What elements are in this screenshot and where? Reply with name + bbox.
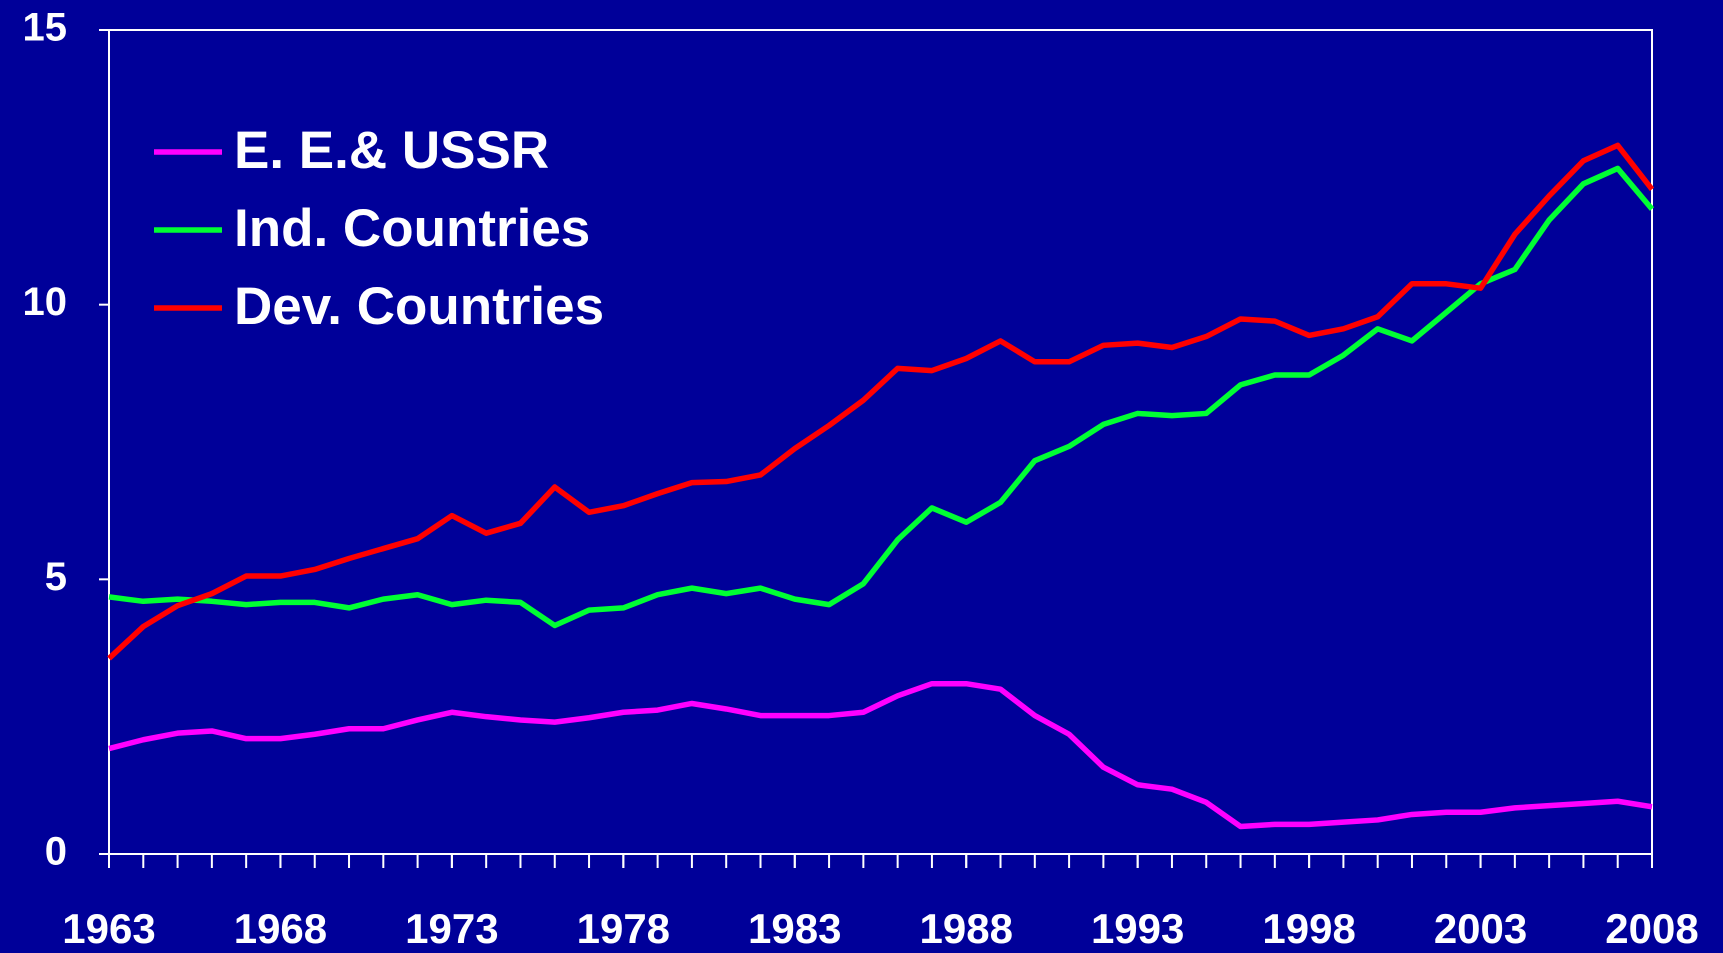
legend-label: Dev. Countries — [234, 277, 604, 336]
y-tick-label: 15 — [23, 6, 68, 50]
x-tick-label: 1973 — [405, 905, 498, 952]
x-tick-label: 1998 — [1262, 905, 1355, 952]
x-tick-label: 2003 — [1434, 905, 1527, 952]
plot-frame — [108, 29, 1653, 855]
x-tick-label: 1983 — [748, 905, 841, 952]
series-line — [108, 680, 1653, 830]
y-tick-label: 0 — [45, 830, 67, 874]
legend-label: Ind. Countries — [234, 199, 590, 258]
x-tick-label: 1978 — [577, 905, 670, 952]
y-tick-label: 10 — [23, 280, 68, 324]
x-tick-label: 1988 — [920, 905, 1013, 952]
y-tick-label: 5 — [45, 555, 67, 599]
legend-label: E. E.& USSR — [234, 121, 549, 180]
series-line — [108, 165, 1655, 629]
series-line — [107, 142, 1655, 661]
x-tick-label: 1963 — [62, 905, 155, 952]
x-tick-label: 2008 — [1605, 905, 1698, 952]
x-tick-label: 1968 — [234, 905, 327, 952]
x-tick-label: 1993 — [1091, 905, 1184, 952]
